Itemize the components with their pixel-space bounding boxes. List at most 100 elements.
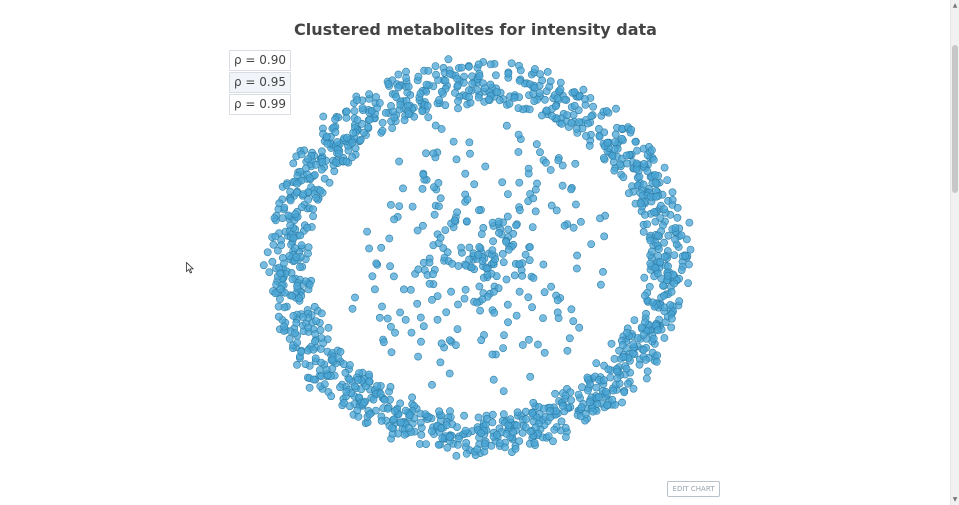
data-point[interactable] <box>596 214 604 223</box>
data-point[interactable] <box>429 270 437 279</box>
data-point[interactable] <box>556 85 565 94</box>
data-point[interactable] <box>652 192 661 201</box>
data-point[interactable] <box>514 130 523 139</box>
data-point[interactable] <box>453 74 461 83</box>
data-point[interactable] <box>586 398 594 406</box>
data-point[interactable] <box>540 288 549 297</box>
edit-chart-button[interactable]: EDIT CHART <box>667 481 720 497</box>
data-point[interactable] <box>465 86 473 95</box>
data-point[interactable] <box>635 172 644 181</box>
data-point[interactable] <box>652 357 661 366</box>
data-point[interactable] <box>486 60 495 69</box>
data-point[interactable] <box>530 83 539 92</box>
scrollbar-thumb[interactable] <box>952 45 958 193</box>
data-point[interactable] <box>450 216 459 225</box>
data-point[interactable] <box>651 178 660 187</box>
data-point[interactable] <box>540 348 549 357</box>
rho-button-099[interactable]: ρ = 0.99 <box>229 94 291 115</box>
data-point[interactable] <box>394 70 403 79</box>
data-point[interactable] <box>578 383 586 392</box>
data-point[interactable] <box>660 205 668 214</box>
data-point[interactable] <box>444 55 453 64</box>
data-point[interactable] <box>620 388 629 397</box>
data-point[interactable] <box>495 96 504 105</box>
data-point[interactable] <box>475 243 484 251</box>
data-point[interactable] <box>610 354 619 363</box>
data-point[interactable] <box>399 285 408 294</box>
data-point[interactable] <box>317 358 326 367</box>
data-point[interactable] <box>518 341 527 349</box>
data-point[interactable] <box>297 203 306 212</box>
data-point[interactable] <box>495 228 503 237</box>
data-point[interactable] <box>353 116 362 124</box>
data-point[interactable] <box>570 88 579 96</box>
data-point[interactable] <box>599 154 608 162</box>
data-point[interactable] <box>441 226 450 234</box>
data-point[interactable] <box>685 218 694 227</box>
data-point[interactable] <box>386 262 394 271</box>
data-point[interactable] <box>686 245 695 254</box>
data-point[interactable] <box>553 94 562 103</box>
data-point[interactable] <box>373 382 381 390</box>
data-point[interactable] <box>585 141 594 150</box>
data-point[interactable] <box>343 133 351 142</box>
data-point[interactable] <box>663 176 672 184</box>
data-point[interactable] <box>353 96 361 104</box>
data-point[interactable] <box>592 359 601 368</box>
data-point[interactable] <box>542 106 551 115</box>
data-point[interactable] <box>322 365 331 374</box>
data-point[interactable] <box>542 158 550 167</box>
data-point[interactable] <box>515 206 524 215</box>
data-point[interactable] <box>319 112 328 121</box>
data-point[interactable] <box>451 341 460 349</box>
data-point[interactable] <box>304 323 313 332</box>
data-point[interactable] <box>304 249 312 258</box>
data-point[interactable] <box>378 118 387 127</box>
data-point[interactable] <box>418 221 427 230</box>
data-point[interactable] <box>499 344 507 352</box>
data-point[interactable] <box>619 353 628 362</box>
data-point[interactable] <box>623 328 631 337</box>
data-point[interactable] <box>331 115 339 124</box>
data-point[interactable] <box>466 149 474 158</box>
data-point[interactable] <box>503 212 512 221</box>
data-point[interactable] <box>351 293 359 302</box>
data-point[interactable] <box>518 428 527 437</box>
data-point[interactable] <box>660 163 669 172</box>
scroll-down-icon[interactable]: ▼ <box>952 496 958 503</box>
data-point[interactable] <box>365 410 374 419</box>
data-point[interactable] <box>630 316 639 324</box>
data-point[interactable] <box>574 390 583 399</box>
data-point[interactable] <box>363 227 371 236</box>
data-point[interactable] <box>383 314 392 323</box>
data-point[interactable] <box>538 76 546 85</box>
data-point[interactable] <box>442 308 451 317</box>
data-point[interactable] <box>526 427 535 436</box>
data-point[interactable] <box>572 200 580 209</box>
data-point[interactable] <box>550 425 559 434</box>
data-point[interactable] <box>441 76 450 85</box>
data-point[interactable] <box>613 374 622 383</box>
data-point[interactable] <box>481 162 490 171</box>
data-point[interactable] <box>649 155 658 164</box>
data-point[interactable] <box>587 240 596 248</box>
data-point[interactable] <box>460 294 469 303</box>
data-point[interactable] <box>424 113 433 122</box>
data-point[interactable] <box>515 437 524 445</box>
data-point[interactable] <box>618 134 626 143</box>
data-point[interactable] <box>413 299 422 308</box>
data-point[interactable] <box>305 174 314 182</box>
data-point[interactable] <box>350 107 359 115</box>
data-point[interactable] <box>599 376 608 385</box>
data-point[interactable] <box>301 360 310 368</box>
data-point[interactable] <box>416 418 425 427</box>
data-point[interactable] <box>502 237 510 246</box>
data-point[interactable] <box>480 84 489 92</box>
data-point[interactable] <box>529 274 538 282</box>
data-point[interactable] <box>298 313 307 321</box>
data-point[interactable] <box>624 379 632 388</box>
data-point[interactable] <box>474 251 483 259</box>
data-point[interactable] <box>502 121 511 130</box>
data-point[interactable] <box>317 165 326 174</box>
data-point[interactable] <box>561 391 570 400</box>
